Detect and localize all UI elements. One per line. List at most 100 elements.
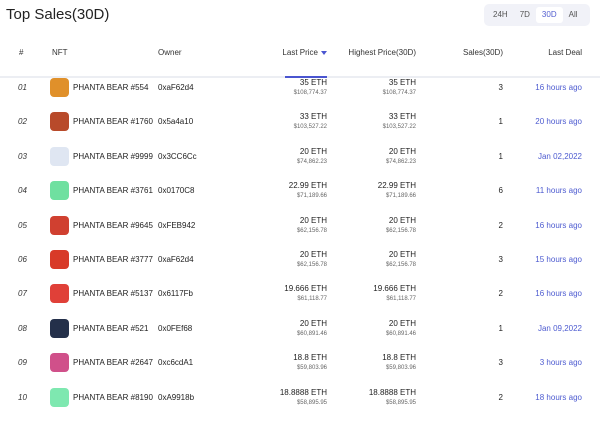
- col-last-deal[interactable]: Last Deal: [548, 48, 582, 57]
- nft-thumbnail[interactable]: [50, 215, 69, 235]
- rank: 08: [18, 323, 27, 333]
- col-owner: Owner: [158, 48, 182, 57]
- table-row[interactable]: 08 PHANTA BEAR #521 0x0FEf68 20 ETH $60,8…: [0, 318, 600, 363]
- last-price-eth: 35 ETH: [299, 78, 327, 87]
- nft-thumbnail[interactable]: [50, 78, 69, 97]
- highest-price: 20 ETH $74,862.23: [386, 146, 416, 168]
- sales-count: 2: [498, 289, 503, 299]
- sales-count: 1: [498, 117, 503, 127]
- last-deal-link[interactable]: 3 hours ago: [539, 358, 582, 368]
- tab-7d[interactable]: 7D: [519, 10, 530, 19]
- tab-24h[interactable]: 24H: [493, 10, 508, 19]
- last-price-usd: $62,156.78: [296, 227, 327, 234]
- rank: 01: [18, 83, 27, 92]
- col-sales[interactable]: Sales(30D): [462, 48, 503, 57]
- table-row[interactable]: 04 PHANTA BEAR #3761 0x0170C8 22.99 ETH $…: [0, 181, 600, 225]
- highest-price-usd: $62,156.78: [385, 262, 416, 268]
- last-price-usd: $58,895.95: [296, 399, 327, 406]
- nft-name[interactable]: PHANTA BEAR #8190: [73, 392, 153, 402]
- last-price-eth: 18.8 ETH: [293, 353, 327, 363]
- last-price-usd: $74,862.23: [296, 158, 327, 165]
- last-price: 35 ETH $108,774.37: [294, 77, 327, 99]
- sort-desc-icon: [321, 50, 327, 55]
- last-price-eth: 33 ETH: [299, 112, 327, 122]
- last-price-eth: 20 ETH: [299, 318, 327, 328]
- col-highest-price[interactable]: Highest Price(30D): [348, 48, 416, 57]
- highest-price-usd: $74,862.23: [385, 158, 416, 165]
- col-last-price[interactable]: Last Price: [282, 48, 327, 57]
- nft-thumbnail[interactable]: [50, 387, 69, 407]
- sales-count: 3: [498, 255, 503, 264]
- last-deal-link[interactable]: Jan 02,2022: [537, 151, 582, 161]
- owner-address[interactable]: 0x6117Fb: [158, 289, 193, 299]
- last-price-usd: $60,891.46: [296, 330, 327, 337]
- owner-address[interactable]: 0x0170C8: [158, 186, 195, 196]
- nft-name[interactable]: PHANTA BEAR #3777: [73, 255, 153, 264]
- table-row[interactable]: 03 PHANTA BEAR #9999 0x3CC6Cc 20 ETH $74,…: [0, 146, 600, 191]
- last-deal-link[interactable]: Jan 09,2022: [537, 323, 582, 333]
- nft-name[interactable]: PHANTA BEAR #2647: [73, 358, 153, 368]
- table-row[interactable]: 09 PHANTA BEAR #2647 0xc6cdA1 18.8 ETH $5…: [0, 353, 600, 397]
- last-price: 20 ETH $60,891.46: [297, 318, 327, 340]
- last-price: 18.8 ETH $59,803.96: [293, 352, 327, 374]
- table-row[interactable]: 05 PHANTA BEAR #9645 0xFEB942 20 ETH $62,…: [0, 215, 600, 260]
- last-price: 20 ETH $74,862.23: [297, 146, 327, 168]
- sales-count: 2: [498, 392, 503, 402]
- last-deal-link[interactable]: 16 hours ago: [535, 83, 582, 92]
- last-price-eth: 19.666 ETH: [284, 284, 327, 294]
- highest-price-usd: $71,189.66: [385, 193, 416, 200]
- highest-price: 19.666 ETH $61,118.77: [373, 283, 416, 305]
- owner-address[interactable]: 0xaF62d4: [158, 255, 194, 264]
- last-deal-link[interactable]: 18 hours ago: [535, 392, 582, 402]
- nft-thumbnail[interactable]: [50, 284, 69, 304]
- tab-30d[interactable]: 30D: [535, 7, 563, 23]
- last-deal-link[interactable]: 16 hours ago: [535, 220, 582, 230]
- owner-address[interactable]: 0xc6cdA1: [158, 358, 194, 368]
- last-deal-link[interactable]: 16 hours ago: [535, 289, 582, 299]
- last-deal-link[interactable]: 20 hours ago: [535, 117, 582, 127]
- nft-thumbnail[interactable]: [50, 250, 69, 269]
- highest-price: 22.99 ETH $71,189.66: [378, 180, 416, 202]
- table-row[interactable]: 01 PHANTA BEAR #554 0xaF62d4 35 ETH $108,…: [0, 78, 600, 122]
- highest-price-usd: $108,774.37: [382, 90, 416, 96]
- tab-all[interactable]: All: [568, 10, 578, 19]
- highest-price-eth: 22.99 ETH: [377, 181, 416, 191]
- owner-address[interactable]: 0x5a4a10: [158, 117, 194, 127]
- nft-name[interactable]: PHANTA BEAR #9999: [73, 151, 153, 161]
- nft-thumbnail[interactable]: [50, 318, 69, 338]
- sales-count: 6: [498, 186, 503, 196]
- last-price-usd: $108,774.37: [293, 90, 327, 96]
- sales-count: 1: [498, 151, 503, 161]
- sort-underline: [285, 76, 327, 78]
- nft-name[interactable]: PHANTA BEAR #9645: [73, 220, 153, 230]
- col-rank: #: [19, 48, 24, 57]
- owner-address[interactable]: 0xFEB942: [158, 220, 196, 230]
- table-row[interactable]: 02 PHANTA BEAR #1760 0x5a4a10 33 ETH $103…: [0, 112, 600, 156]
- nft-thumbnail[interactable]: [50, 146, 69, 166]
- nft-name[interactable]: PHANTA BEAR #1760: [73, 117, 153, 127]
- last-deal-link[interactable]: 15 hours ago: [535, 255, 582, 264]
- nft-name[interactable]: PHANTA BEAR #554: [73, 83, 149, 92]
- nft-thumbnail[interactable]: [50, 353, 69, 373]
- rank: 06: [18, 255, 27, 264]
- nft-thumbnail[interactable]: [50, 181, 69, 201]
- table-row[interactable]: 06 PHANTA BEAR #3777 0xaF62d4 20 ETH $62,…: [0, 250, 600, 294]
- owner-address[interactable]: 0xA9918b: [158, 392, 195, 402]
- page-title: Top Sales(30D): [6, 6, 110, 23]
- owner-address[interactable]: 0x0FEf68: [158, 323, 193, 333]
- table-row[interactable]: 10 PHANTA BEAR #8190 0xA9918b 18.8888 ET…: [0, 387, 600, 432]
- nft-name[interactable]: PHANTA BEAR #5137: [73, 289, 153, 299]
- owner-address[interactable]: 0xaF62d4: [158, 83, 194, 92]
- period-tabs: 24H 7D 30D All: [484, 4, 590, 26]
- owner-address[interactable]: 0x3CC6Cc: [158, 151, 197, 161]
- last-price-eth: 22.99 ETH: [288, 181, 327, 191]
- nft-thumbnail[interactable]: [50, 112, 69, 132]
- last-price-eth: 18.8888 ETH: [279, 387, 327, 397]
- nft-name[interactable]: PHANTA BEAR #521: [73, 323, 149, 333]
- last-price-usd: $62,156.78: [296, 262, 327, 268]
- table-row[interactable]: 07 PHANTA BEAR #5137 0x6117Fb 19.666 ETH…: [0, 284, 600, 328]
- rank: 02: [18, 117, 27, 127]
- last-price: 20 ETH $62,156.78: [297, 215, 327, 237]
- nft-name[interactable]: PHANTA BEAR #3761: [73, 186, 153, 196]
- last-deal-link[interactable]: 11 hours ago: [535, 186, 582, 196]
